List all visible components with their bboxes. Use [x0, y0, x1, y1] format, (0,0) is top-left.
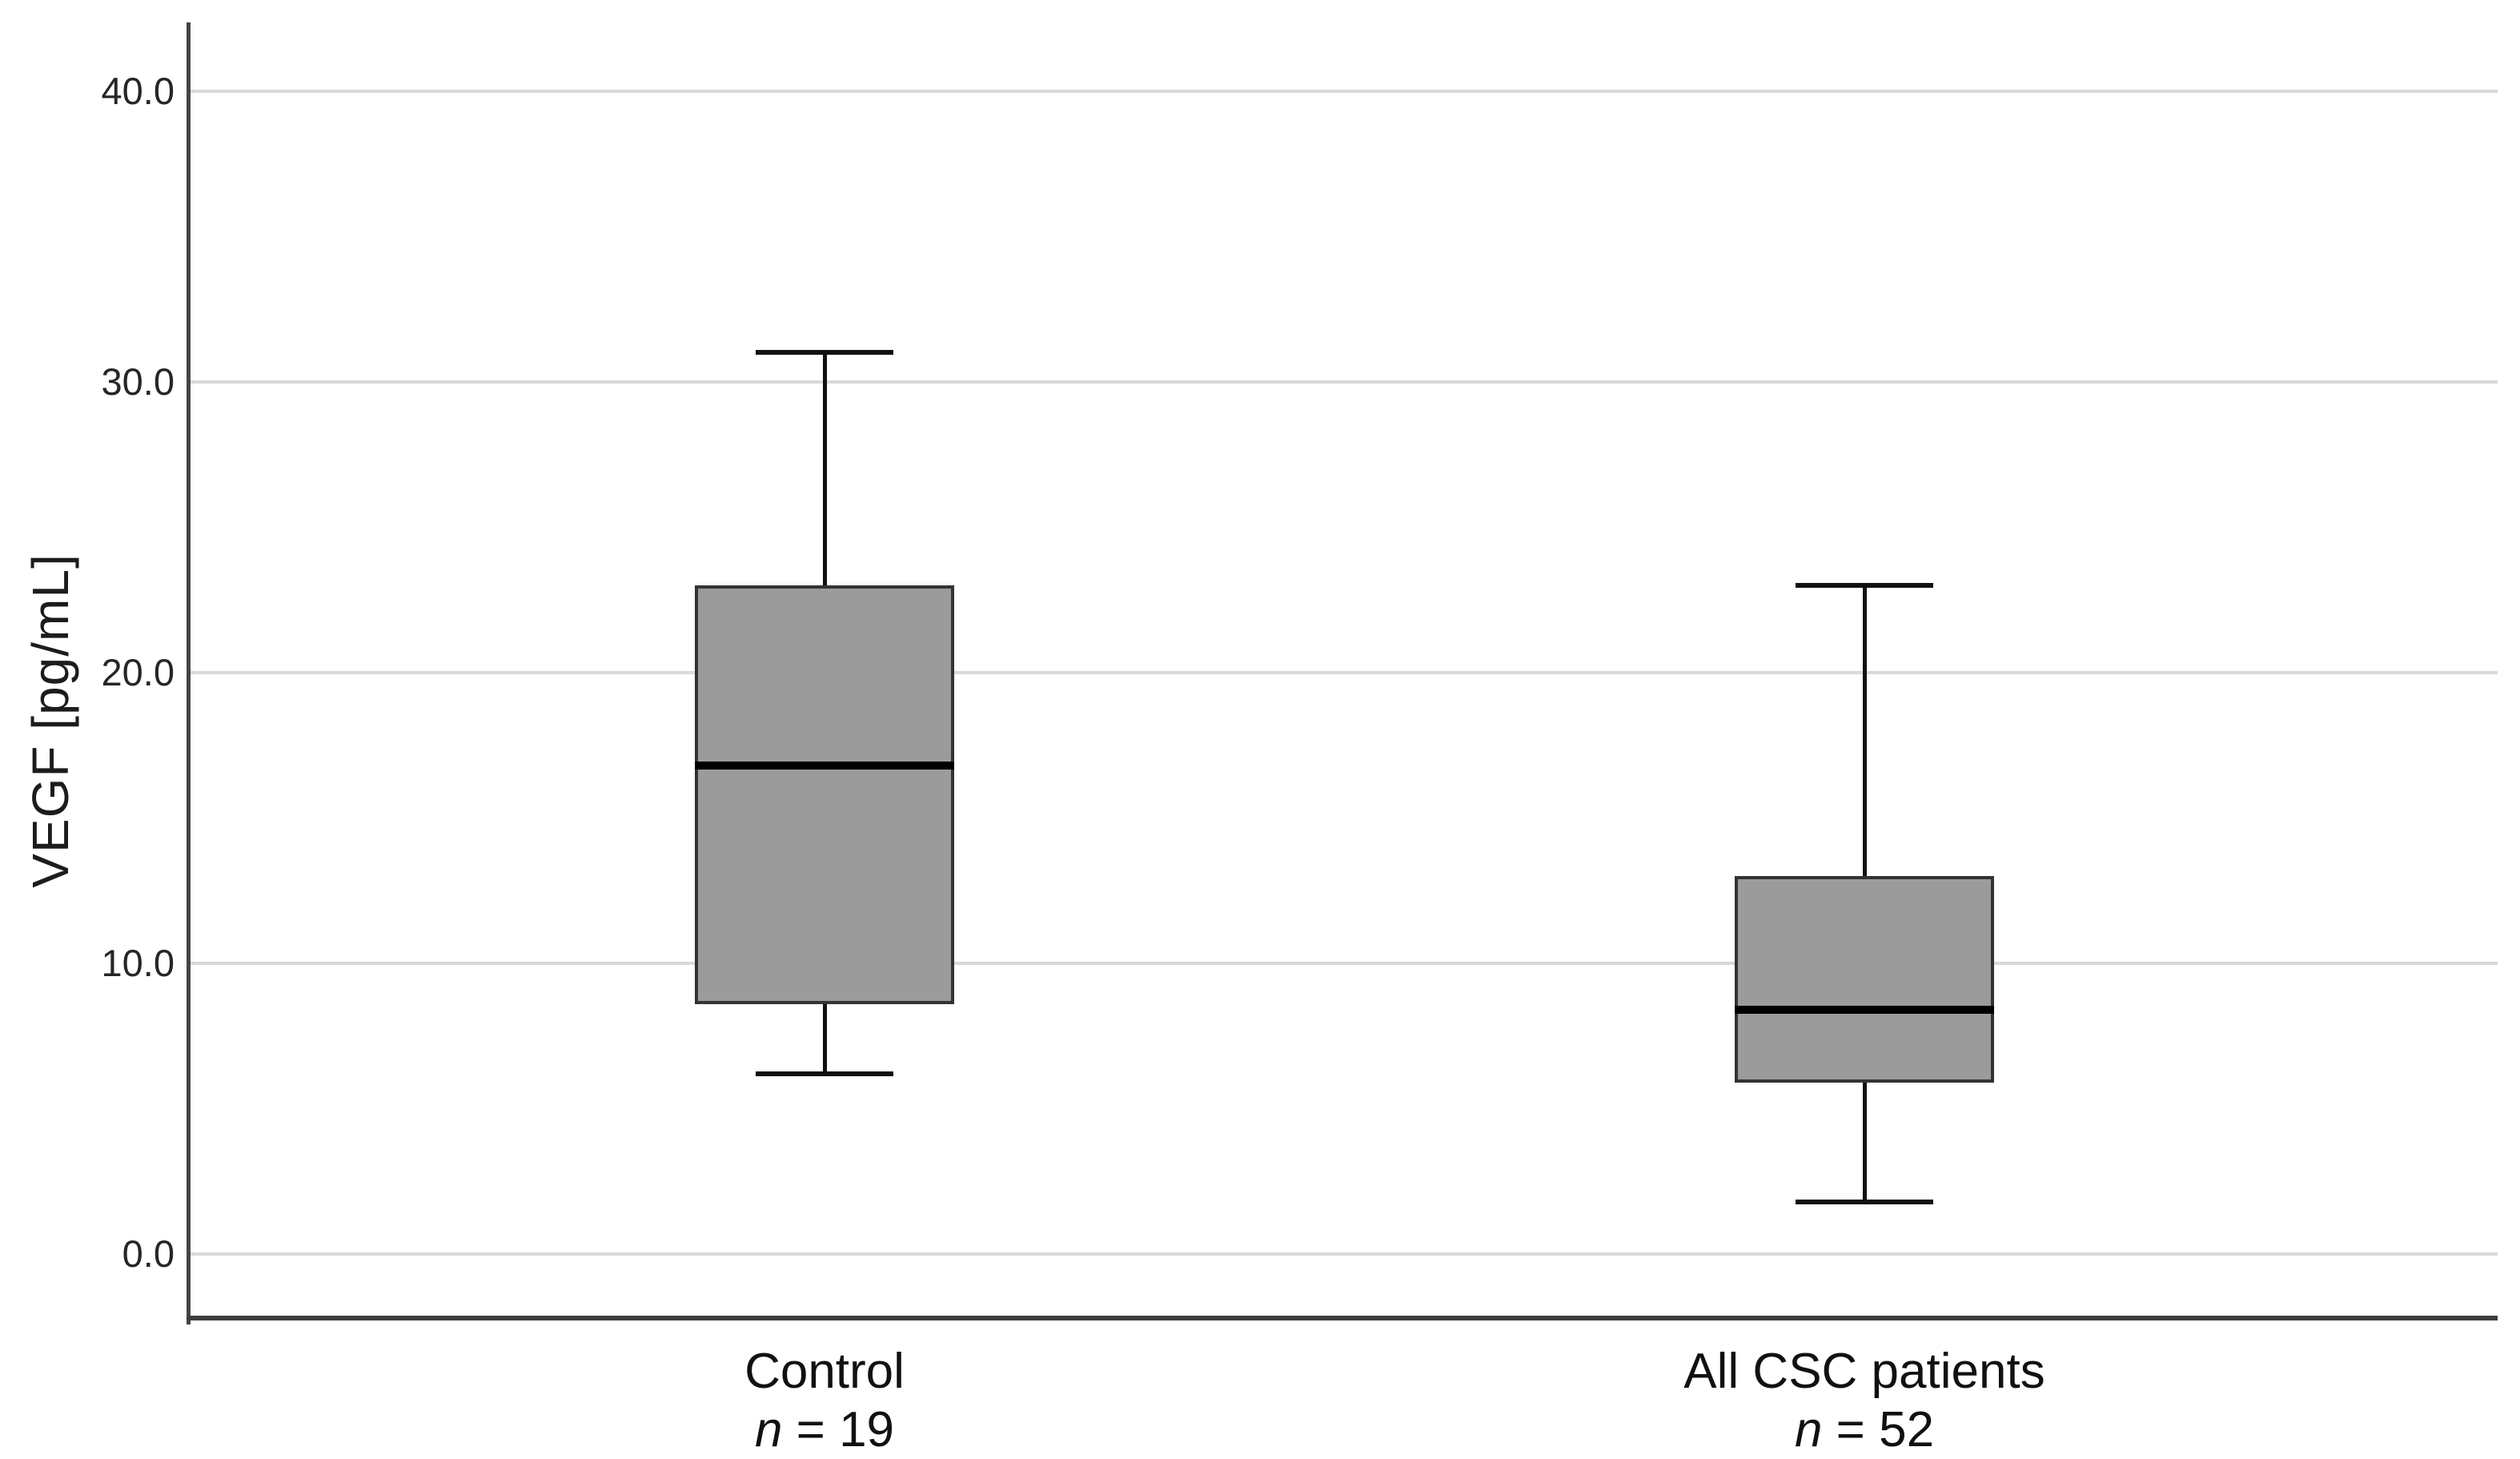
gridline-20.0	[190, 670, 2498, 674]
whisker-cap-bottom-all-csc-patients	[1796, 1199, 1933, 1204]
y-tick-label-30.0: 30.0	[101, 360, 175, 403]
median-line-control	[695, 762, 954, 770]
x-axis-line	[187, 1316, 2498, 1320]
median-line-all-csc-patients	[1735, 1006, 1994, 1015]
y-tick-label-40.0: 40.0	[101, 69, 175, 112]
gridline-0.0	[190, 1252, 2498, 1256]
n-symbol: n	[754, 1402, 783, 1457]
y-axis-title: VEGF [pg/mL]	[22, 553, 79, 888]
x-label-line2-all-csc-patients: n = 52	[1683, 1401, 2044, 1459]
n-symbol: n	[1794, 1402, 1823, 1457]
gridline-10.0	[190, 961, 2498, 965]
gridline-30.0	[190, 380, 2498, 384]
y-axis-line	[187, 22, 191, 1324]
n-value: = 19	[782, 1402, 895, 1457]
x-label-control: Control n = 19	[744, 1342, 905, 1459]
whisker-cap-top-all-csc-patients	[1796, 582, 1933, 588]
n-value: = 52	[1822, 1402, 1935, 1457]
x-label-line1-all-csc-patients: All CSC patients	[1683, 1344, 2045, 1399]
box-iqr-all-csc-patients	[1735, 876, 1994, 1083]
whisker-cap-bottom-control	[756, 1071, 893, 1076]
x-label-line2-control: n = 19	[744, 1401, 905, 1459]
box-iqr-control	[695, 585, 954, 1004]
y-tick-label-0.0: 0.0	[122, 1232, 175, 1276]
x-label-line1-control: Control	[744, 1344, 905, 1399]
y-tick-label-10.0: 10.0	[101, 941, 175, 984]
gridline-40.0	[190, 89, 2498, 93]
y-tick-label-20.0: 20.0	[101, 650, 175, 693]
whisker-cap-top-control	[756, 350, 893, 356]
x-label-all-csc-patients: All CSC patients n = 52	[1683, 1342, 2044, 1459]
